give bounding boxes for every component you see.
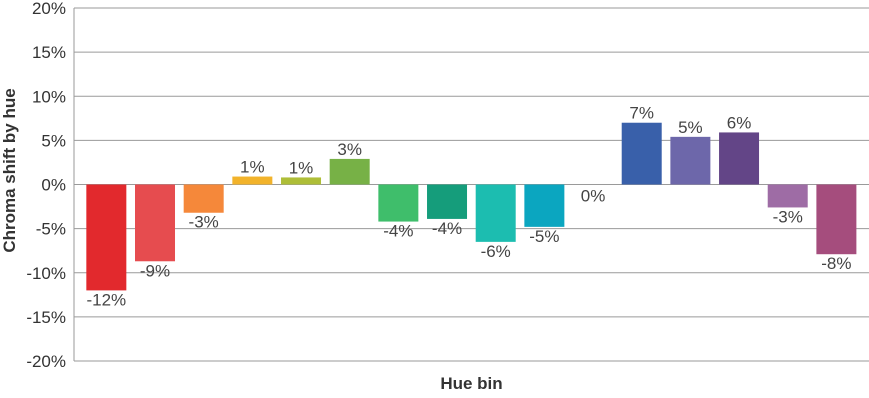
data-label: -3%	[773, 207, 803, 226]
bar	[475, 184, 516, 242]
y-tick-label: 20%	[32, 0, 66, 18]
data-labels: -12% -9% -3% 1% 1% 3% -4% -4% -6% -5% 0% 7% 5% 6% -3% -…	[86, 104, 851, 310]
data-label: -5%	[529, 227, 559, 246]
bar	[621, 122, 662, 185]
data-label: 6%	[727, 113, 752, 132]
bar	[329, 158, 370, 185]
y-tick-label: -10%	[26, 264, 66, 283]
y-axis-title: Chroma shift by hue	[0, 88, 19, 252]
bar	[816, 184, 857, 255]
bar	[378, 184, 419, 222]
bars	[86, 122, 857, 291]
y-tick-label: -5%	[36, 220, 66, 239]
x-axis-title: Hue bin	[440, 374, 502, 393]
data-label: -4%	[432, 219, 462, 238]
data-label: -9%	[140, 261, 170, 280]
bar	[232, 176, 273, 185]
bar	[183, 184, 224, 213]
data-label: 0%	[581, 187, 606, 206]
y-tick-label: 10%	[32, 87, 66, 106]
data-label: 5%	[678, 118, 703, 137]
bar	[427, 184, 468, 219]
bar	[767, 184, 808, 208]
data-label: -8%	[821, 254, 851, 273]
y-tick-label: -15%	[26, 308, 66, 327]
y-axis-ticks: 20% 15% 10% 5% 0% -5% -10% -15% -20%	[26, 0, 66, 371]
data-label: 7%	[629, 104, 654, 123]
bar	[135, 184, 176, 262]
bar	[281, 177, 322, 185]
y-tick-label: 15%	[32, 43, 66, 62]
y-tick-label: 5%	[41, 131, 66, 150]
data-label: 3%	[337, 140, 362, 159]
y-tick-label: -20%	[26, 352, 66, 371]
y-tick-label: 0%	[41, 176, 66, 195]
bar	[670, 136, 711, 185]
data-label: -4%	[383, 222, 413, 241]
data-label: 1%	[240, 158, 265, 177]
data-label: 1%	[289, 158, 314, 177]
bar	[524, 184, 565, 227]
bar	[719, 132, 760, 185]
data-label: -3%	[189, 213, 219, 232]
data-label: -6%	[481, 242, 511, 261]
data-label: -12%	[86, 290, 126, 309]
bar	[86, 184, 127, 291]
